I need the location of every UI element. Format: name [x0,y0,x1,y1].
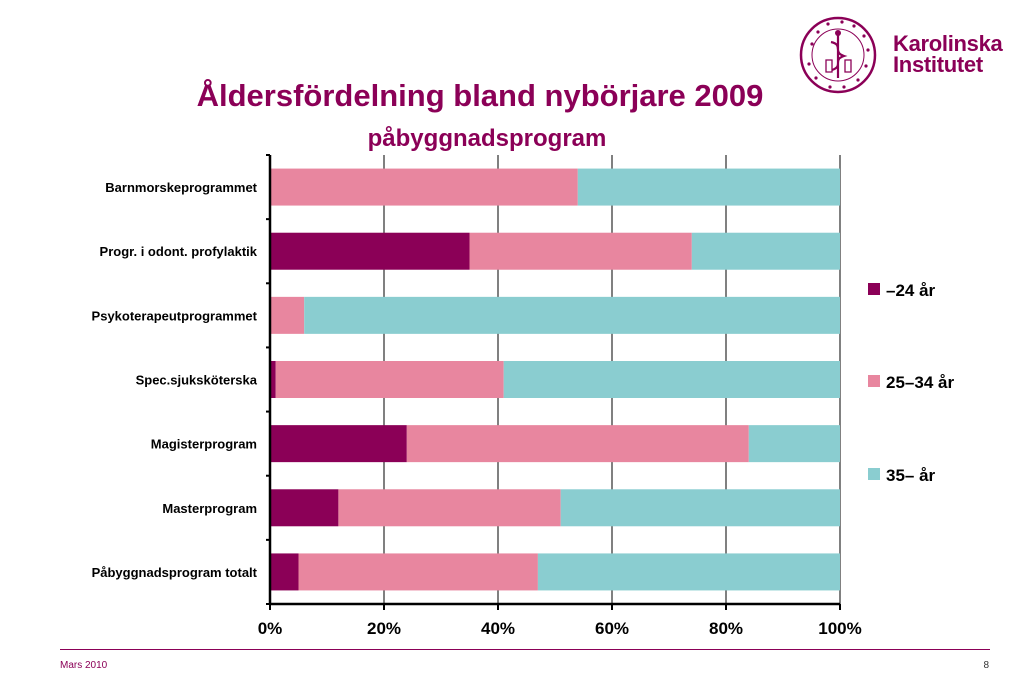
bar-segment [577,168,840,206]
category-label: Barnmorskeprogrammet [105,180,257,195]
category-label: Påbyggnadsprogram totalt [92,565,258,580]
legend-label: –24 år [886,281,936,300]
x-tick-label: 20% [367,619,401,638]
bar-segment [298,553,538,591]
bar-segment [469,232,692,270]
category-label: Masterprogram [162,501,257,516]
page-number: 8 [983,660,989,671]
bar-segment [270,425,407,463]
x-tick-label: 100% [818,619,861,638]
legend-swatch [868,283,880,295]
bar-segment [270,489,339,527]
legend-swatch [868,375,880,387]
category-label: Magisterprogram [151,437,257,452]
legend-label: 35– år [886,466,936,485]
x-tick-label: 40% [481,619,515,638]
chart-subtitle: påbyggnadsprogram [367,125,607,152]
bar-segment [503,361,840,398]
legend-label: 25–34 år [886,373,954,392]
x-tick-label: 0% [258,619,283,638]
bar-segment [304,296,840,334]
bar-segment [270,553,299,591]
bar-segment [691,232,840,270]
bar-segment [270,168,578,206]
category-label: Psykoterapeutprogrammet [92,308,258,323]
footer-date: Mars 2010 [60,660,108,671]
logo-line2: Institutet [893,52,983,77]
bar-segment [270,232,470,270]
karolinska-seal-icon [799,16,877,94]
bar-segment [338,489,561,527]
logo-line1: Karolinska [893,31,1003,56]
category-label: Progr. i odont. profylaktik [100,244,258,259]
bar-segment [275,361,504,398]
x-tick-label: 60% [595,619,629,638]
category-label: Spec.sjuksköterska [136,373,258,388]
bar-segment [270,296,305,334]
bar-segment [270,361,276,398]
legend-swatch [868,468,880,480]
bar-segment [406,425,749,463]
bar-segment [537,553,840,591]
footer-divider [60,649,990,650]
x-tick-label: 80% [709,619,743,638]
bar-segment [748,425,840,463]
chart-title: Åldersfördelning bland nybörjare 2009 [196,78,764,113]
bar-segment [560,489,840,527]
